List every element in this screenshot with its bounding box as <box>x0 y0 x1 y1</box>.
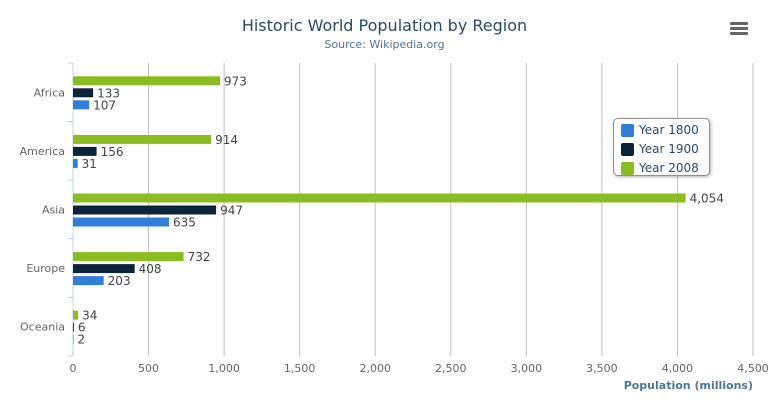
bar[interactable] <box>73 134 212 144</box>
bar[interactable] <box>73 205 217 215</box>
data-label: 2 <box>78 333 86 347</box>
data-label: 107 <box>93 98 116 112</box>
bar[interactable] <box>73 322 74 332</box>
data-label: 133 <box>97 86 120 100</box>
bar[interactable] <box>73 334 74 344</box>
x-tick-label: 2,500 <box>435 362 467 375</box>
category-label: Asia <box>42 204 65 217</box>
bar[interactable] <box>73 310 79 320</box>
x-tick-label: 3,000 <box>511 362 543 375</box>
bar[interactable] <box>73 217 169 227</box>
legend-item-1800[interactable]: Year 1800 <box>621 122 709 138</box>
bar[interactable] <box>73 100 90 110</box>
bar[interactable] <box>73 276 104 286</box>
chart-title: Historic World Population by Region <box>241 16 528 35</box>
legend-swatch <box>621 161 634 175</box>
bar[interactable] <box>73 252 184 262</box>
x-tick-label: 3,500 <box>586 362 618 375</box>
data-label: 408 <box>139 262 162 276</box>
x-tick-label: 4,500 <box>737 362 769 375</box>
legend-item-1900[interactable]: Year 1900 <box>621 141 709 157</box>
x-tick-label: 500 <box>138 362 159 375</box>
legend-label: Year 2008 <box>639 161 699 175</box>
bar[interactable] <box>73 76 221 86</box>
category-label: Europe <box>26 262 65 275</box>
data-label: 635 <box>173 216 196 230</box>
data-label: 914 <box>215 133 238 147</box>
bar[interactable] <box>73 88 94 98</box>
data-label: 34 <box>82 309 97 323</box>
data-label: 4,054 <box>690 192 724 206</box>
legend-label: Year 1800 <box>639 123 699 137</box>
data-label: 973 <box>224 74 247 88</box>
data-label: 947 <box>220 204 243 218</box>
bar[interactable] <box>73 146 97 156</box>
data-label: 156 <box>101 145 124 159</box>
legend: Year 1800 Year 1900 Year 2008 <box>613 118 710 176</box>
hamburger-menu-icon[interactable] <box>730 22 748 36</box>
category-label: Oceania <box>20 321 65 334</box>
legend-swatch <box>621 142 634 156</box>
x-tick-label: 4,000 <box>662 362 694 375</box>
data-label: 6 <box>78 321 86 335</box>
category-label: America <box>20 145 65 158</box>
legend-label: Year 1900 <box>639 142 699 156</box>
category-label: Africa <box>34 86 65 99</box>
x-tick-label: 1,500 <box>284 362 316 375</box>
bar[interactable] <box>73 264 135 274</box>
x-tick-label: 2,000 <box>359 362 391 375</box>
data-label: 203 <box>108 274 131 288</box>
x-tick-label: 0 <box>70 362 77 375</box>
legend-item-2008[interactable]: Year 2008 <box>621 160 709 176</box>
chart-subtitle: Source: Wikipedia.org <box>324 38 445 51</box>
bar[interactable] <box>73 193 686 203</box>
x-tick-label: 1,000 <box>208 362 240 375</box>
bar[interactable] <box>73 158 78 168</box>
data-label: 732 <box>188 250 211 264</box>
x-axis-title: Population (millions) <box>624 379 753 392</box>
data-label: 31 <box>82 157 97 171</box>
legend-swatch <box>621 123 634 137</box>
